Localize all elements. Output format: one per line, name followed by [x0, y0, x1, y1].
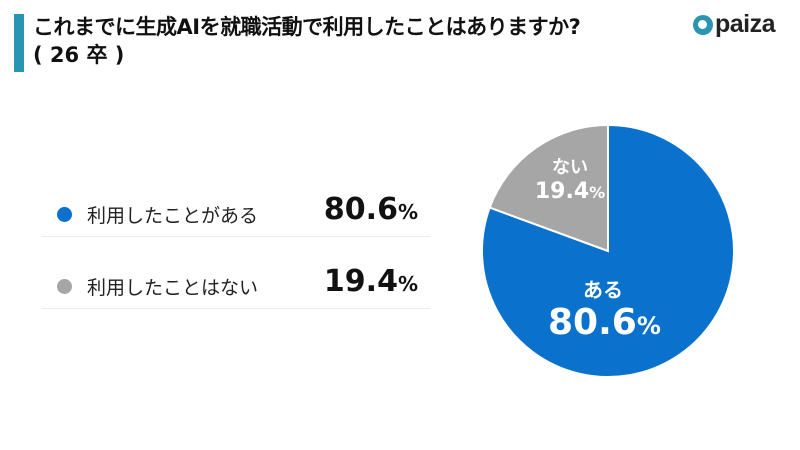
legend-value: 19.4% [323, 264, 418, 299]
legend-item-used: 利用したことがある 80.6% [42, 190, 430, 237]
chart-title: これまでに生成AIを就職活動で利用したことはありますか? [33, 15, 581, 39]
paiza-logo-icon [693, 14, 713, 35]
pie-label-not-used: ない 19.4% [534, 157, 606, 204]
legend-dot-gray-icon [57, 279, 72, 294]
pie-chart [481, 124, 735, 378]
legend-label: 利用したことはない [87, 277, 259, 299]
legend-label: 利用したことがある [87, 205, 259, 227]
legend-value: 80.6% [323, 192, 418, 227]
logo-text: paiza [715, 10, 776, 38]
title-accent-bar [14, 14, 24, 72]
legend-dot-blue-icon [57, 207, 72, 222]
pie-slice-not-used [488, 124, 609, 253]
legend-item-not-used: 利用したことはない 19.4% [42, 262, 430, 309]
chart-subtitle: ( 26 卒 ) [33, 43, 125, 67]
paiza-logo: paiza [693, 10, 776, 39]
pie-label-used: ある 80.6% [548, 278, 661, 343]
